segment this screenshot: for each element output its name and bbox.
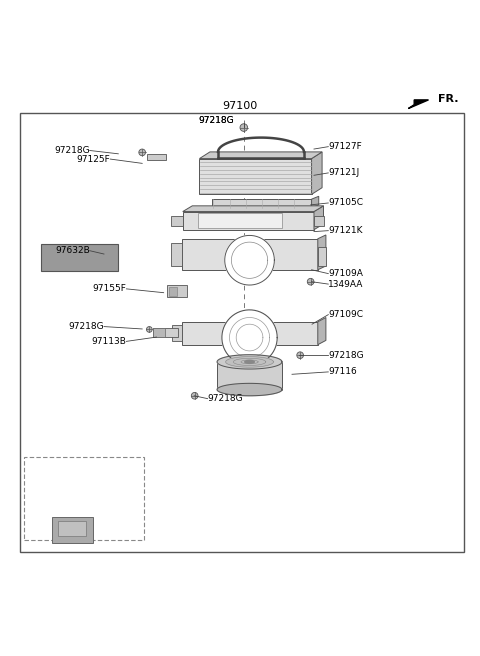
Polygon shape	[183, 206, 324, 211]
Polygon shape	[314, 206, 324, 230]
Text: 97127F: 97127F	[328, 142, 362, 151]
Circle shape	[307, 278, 314, 285]
Circle shape	[240, 124, 248, 131]
Text: 97113B: 97113B	[92, 337, 126, 346]
Polygon shape	[318, 235, 326, 270]
Bar	[318, 247, 326, 266]
Bar	[172, 325, 182, 341]
Polygon shape	[222, 310, 277, 365]
Bar	[314, 216, 324, 226]
Polygon shape	[233, 358, 266, 365]
Bar	[171, 216, 183, 226]
Bar	[198, 213, 281, 228]
Text: 97125F: 97125F	[76, 155, 110, 163]
Text: 97109A: 97109A	[328, 269, 363, 278]
Polygon shape	[217, 383, 282, 396]
Bar	[182, 322, 318, 344]
Text: FR.: FR.	[438, 94, 458, 104]
Text: 97100: 97100	[222, 101, 258, 111]
Polygon shape	[318, 318, 326, 344]
Text: (W/DUAL FULL: (W/DUAL FULL	[52, 458, 116, 467]
Polygon shape	[408, 100, 429, 108]
Polygon shape	[225, 236, 275, 285]
Polygon shape	[241, 360, 258, 364]
Text: 97116: 97116	[328, 367, 357, 377]
Polygon shape	[147, 154, 166, 160]
Circle shape	[146, 327, 152, 333]
Bar	[52, 516, 93, 543]
FancyBboxPatch shape	[24, 457, 144, 541]
Bar	[182, 239, 318, 270]
Polygon shape	[312, 196, 319, 208]
Polygon shape	[245, 360, 254, 363]
Bar	[58, 522, 86, 535]
Text: 97218G: 97218G	[198, 116, 234, 125]
Circle shape	[192, 392, 198, 399]
Text: 97218G: 97218G	[54, 146, 90, 155]
Bar	[217, 362, 282, 390]
Text: 97121K: 97121K	[328, 226, 363, 235]
Polygon shape	[312, 152, 322, 194]
Text: 97218G: 97218G	[68, 322, 104, 331]
Text: 97218G: 97218G	[207, 394, 243, 403]
Bar	[153, 327, 165, 337]
Text: 97121J: 97121J	[328, 169, 360, 177]
Bar	[169, 287, 177, 296]
Bar	[171, 243, 182, 266]
Text: 97109C: 97109C	[328, 310, 363, 319]
Polygon shape	[217, 355, 282, 369]
Text: 97155F: 97155F	[93, 284, 126, 293]
Text: AUTO A/CON): AUTO A/CON)	[54, 464, 114, 473]
Polygon shape	[199, 152, 322, 159]
Text: 97218G: 97218G	[198, 116, 234, 125]
Text: 97218G: 97218G	[328, 351, 364, 359]
Bar	[40, 245, 118, 271]
Bar	[168, 285, 187, 297]
Polygon shape	[199, 159, 312, 194]
Bar	[212, 199, 312, 208]
Text: 97176E: 97176E	[67, 491, 101, 501]
Text: 97105C: 97105C	[328, 199, 363, 207]
Circle shape	[139, 149, 145, 155]
Text: 1349AA: 1349AA	[328, 279, 364, 289]
Circle shape	[297, 352, 303, 359]
Bar	[153, 327, 178, 337]
Text: 97632B: 97632B	[55, 246, 90, 255]
Bar	[183, 211, 314, 230]
Polygon shape	[226, 357, 274, 367]
